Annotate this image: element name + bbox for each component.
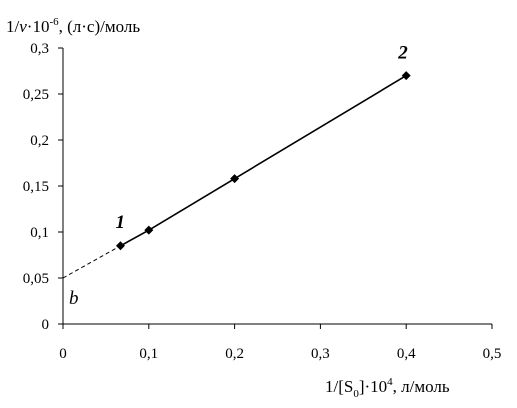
y-tick-label: 0,05 (23, 271, 49, 287)
y-tick-label: 0,25 (23, 87, 49, 103)
data-point-marker (144, 225, 154, 235)
y-axis-title: 1/v·10-6, (л·с)/моль (6, 16, 140, 36)
y-tick-label: 0 (42, 317, 50, 333)
x-axis-title: 1/[S0]·104, л/моль (325, 376, 450, 400)
y-title-suffix: , (л·с)/моль (59, 17, 141, 36)
point-label: 2 (397, 43, 408, 64)
y-tick-label: 0,3 (30, 41, 49, 57)
data-point-marker (230, 174, 240, 184)
y-title-mid: ·10 (27, 17, 50, 36)
y-tick-label: 0,2 (30, 133, 49, 149)
series-line (120, 74, 407, 247)
y-tick-label: 0,15 (23, 179, 49, 195)
x-title-sub: 0 (353, 388, 359, 400)
data-point-marker (401, 71, 411, 81)
x-tick-label: 0,1 (139, 346, 158, 362)
x-tick-label: 0,4 (397, 346, 416, 362)
y-title-prefix: 1/ (6, 17, 20, 36)
x-title-suffix: , л/моль (393, 377, 450, 396)
x-tick-label: 0 (59, 346, 67, 362)
x-title-exp: 4 (387, 376, 393, 388)
x-tick-label: 0,3 (311, 346, 330, 362)
y-title-exp: -6 (49, 16, 59, 28)
axes-layer (62, 48, 492, 325)
intercept-label: b (69, 288, 79, 309)
data-point-marker (115, 241, 125, 251)
y-tick-label: 0,1 (30, 225, 49, 241)
tick-labels-layer: 0 0,05 0,1 0,15 0,2 0,25 0,3 0 0,1 0,2 0,3 0,4 0,5 (23, 41, 502, 362)
x-tick-label: 0,2 (225, 346, 244, 362)
lines-layer (62, 74, 407, 279)
x-tick-label: 0,5 (483, 346, 502, 362)
point-label: 1 (115, 212, 125, 233)
ticks-layer (58, 47, 493, 329)
labels-layer: 1/v·10-6, (л·с)/моль 1/[S0]·104, л/моль … (6, 16, 450, 400)
extrapolation-dashed-line (62, 245, 121, 279)
y-title-var: v (19, 17, 27, 36)
x-title-mid: ]·10 (359, 377, 387, 396)
x-title-prefix: 1/[S (325, 377, 353, 396)
markers-layer (115, 71, 411, 251)
